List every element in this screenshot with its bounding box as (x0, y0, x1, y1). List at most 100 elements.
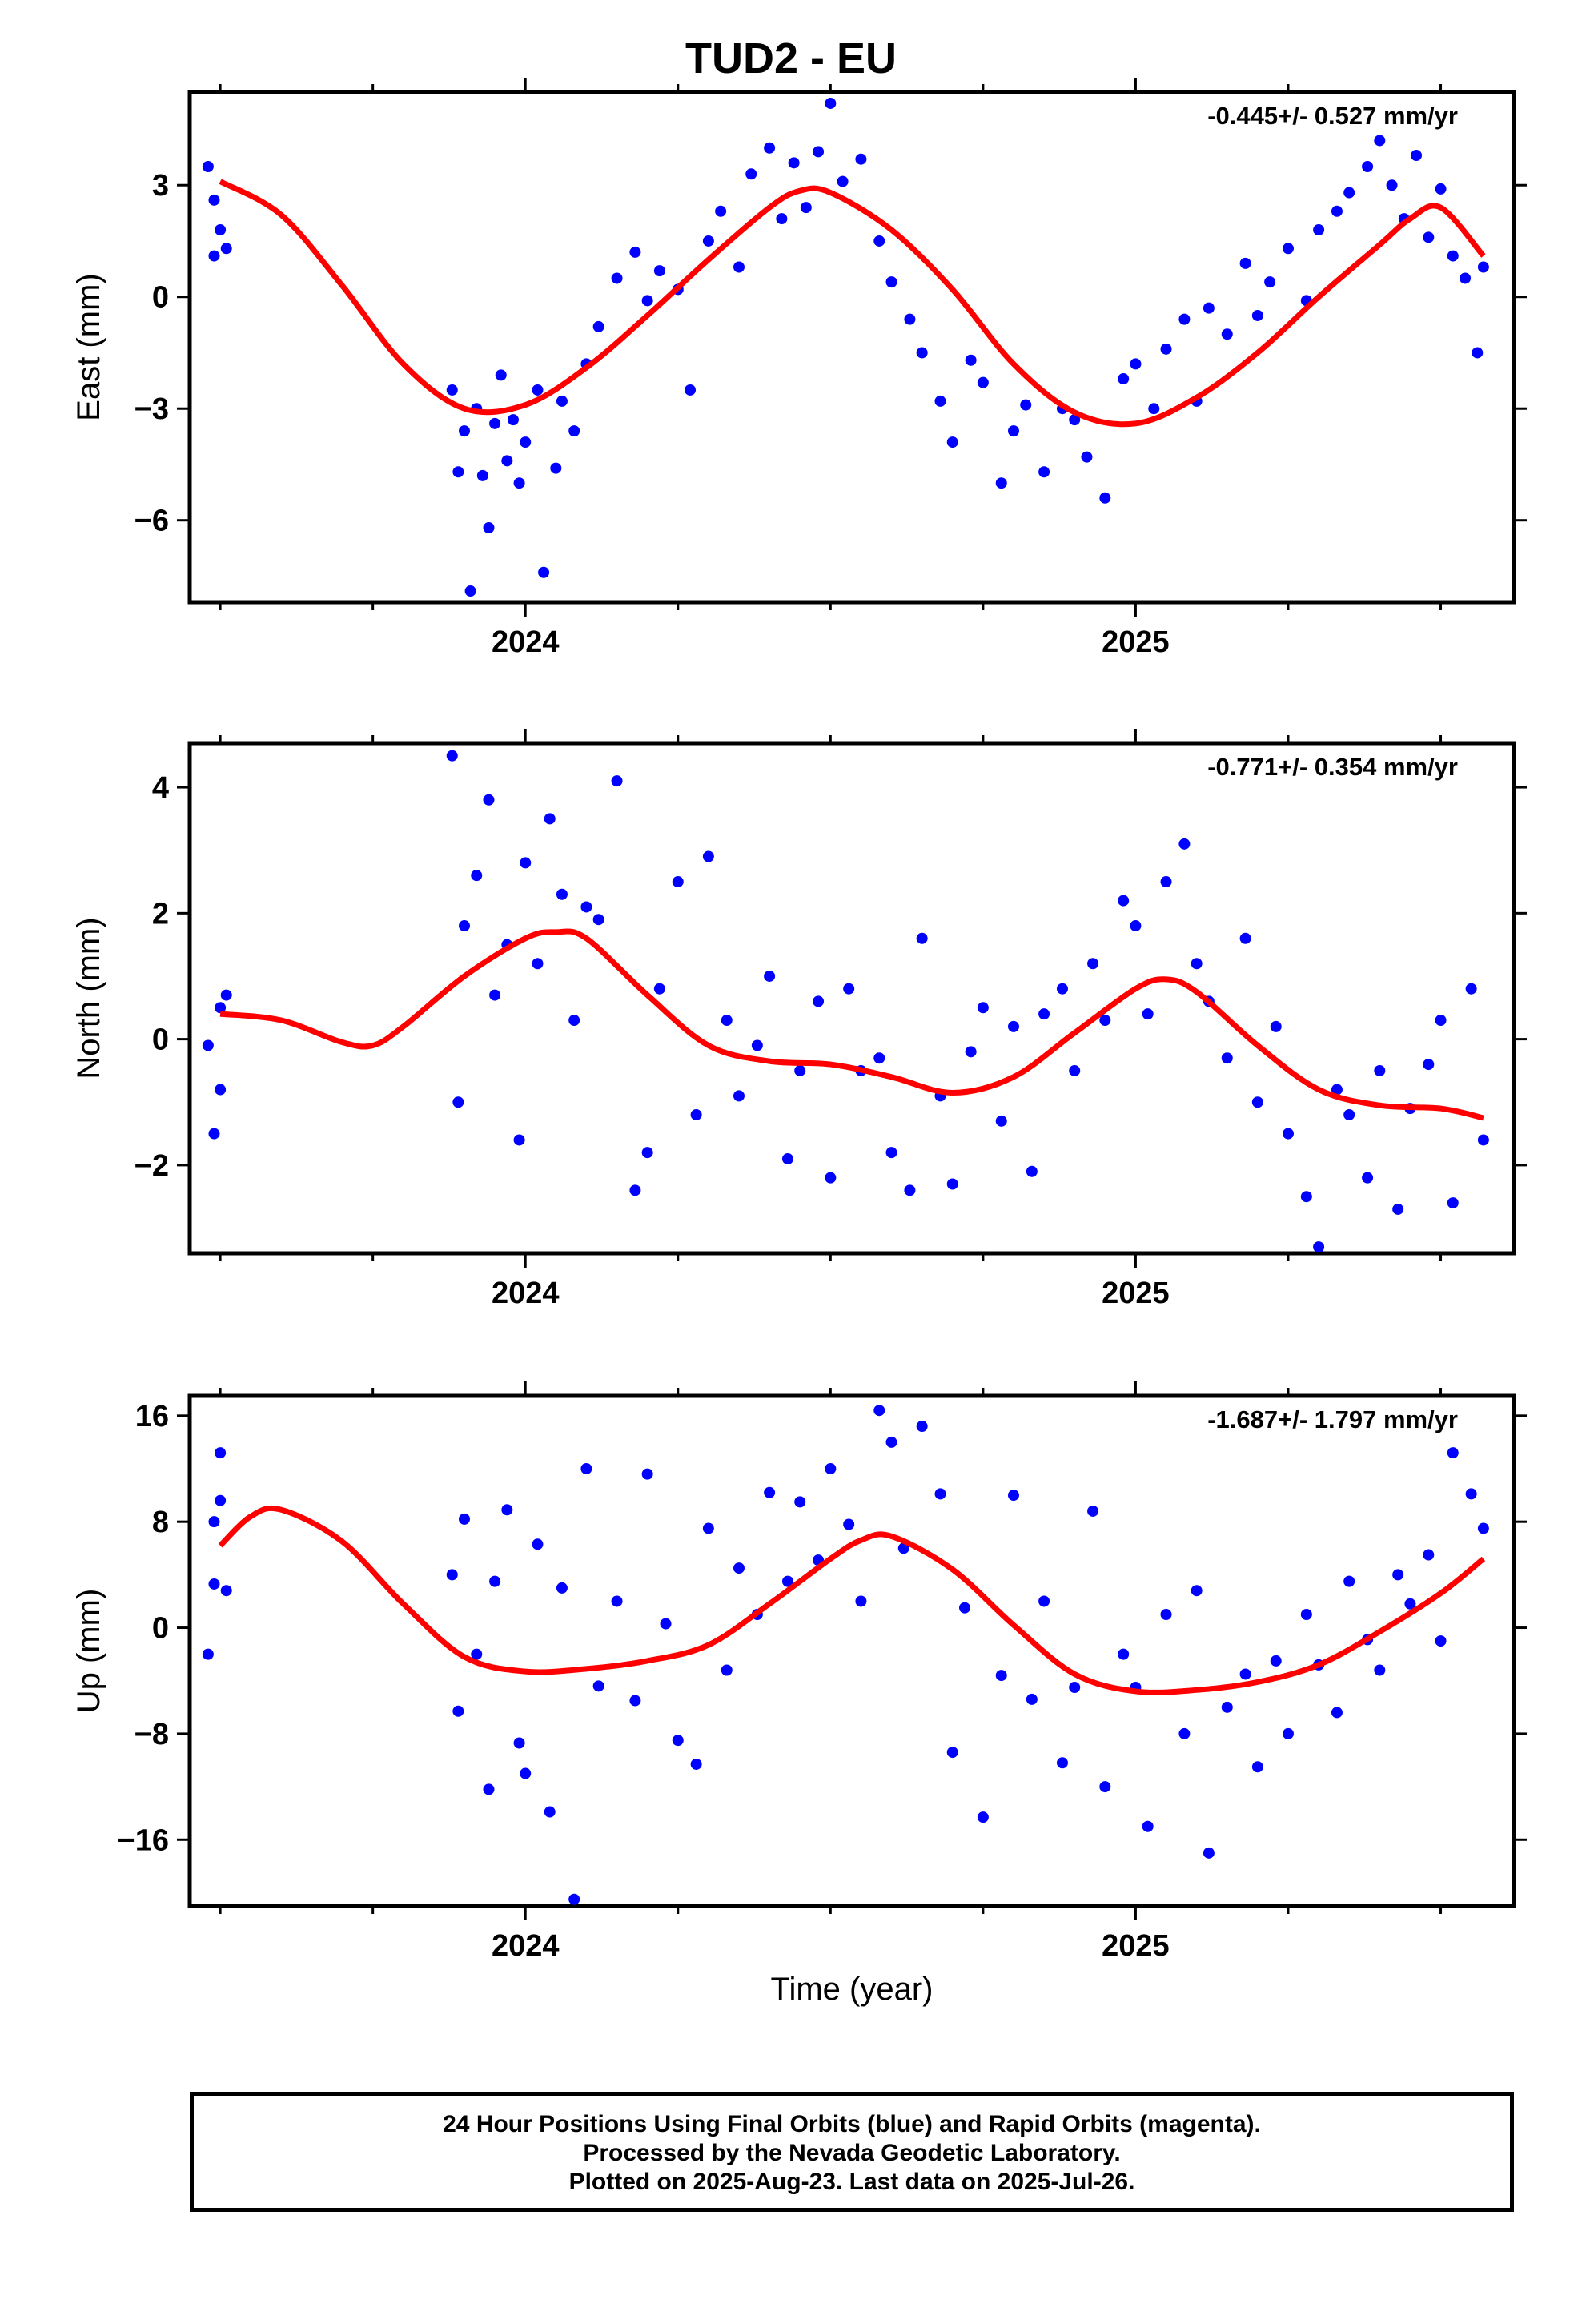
data-point (568, 1015, 580, 1027)
y-tick-label: 0 (152, 1023, 169, 1057)
data-point (629, 246, 641, 258)
panel-2: 4 2 0 −2 2024 2025 North (mm) -0.771+/- 0.354 m… (71, 729, 1527, 1310)
data-point (1435, 1015, 1447, 1027)
y-tick-label: −2 (135, 1149, 169, 1183)
data-point (568, 1893, 580, 1905)
data-point (208, 1128, 220, 1140)
data-point (611, 775, 623, 787)
data-point (653, 983, 665, 995)
data-point (764, 1486, 776, 1498)
data-point (489, 417, 501, 429)
data-point (685, 384, 697, 396)
data-point (1282, 243, 1294, 255)
data-point (532, 958, 544, 970)
data-point (1056, 983, 1068, 995)
data-point (1239, 932, 1251, 944)
data-point (489, 989, 501, 1001)
data-point (959, 1602, 971, 1614)
data-point (501, 455, 513, 467)
plot-frame (187, 741, 1516, 1256)
data-point (1148, 403, 1160, 415)
data-point (1374, 135, 1386, 147)
data-point (1069, 414, 1081, 426)
data-point (452, 1096, 464, 1108)
data-point (702, 1522, 714, 1534)
data-point (446, 384, 458, 396)
data-point (873, 1052, 885, 1064)
data-point (873, 1405, 885, 1417)
y-tick-label: −3 (135, 392, 169, 426)
data-point (1099, 492, 1111, 504)
data-point (1423, 1549, 1435, 1561)
data-point (660, 1618, 672, 1630)
data-point (897, 1542, 909, 1554)
data-point (1087, 1505, 1099, 1517)
data-point (653, 265, 665, 277)
data-point (1404, 1598, 1416, 1610)
data-point (544, 1806, 556, 1818)
data-point (1477, 1134, 1489, 1146)
y-tick-label: 0 (152, 281, 169, 315)
data-point (532, 1538, 544, 1550)
data-point (1142, 1008, 1154, 1020)
data-point (1160, 1609, 1172, 1620)
data-point (568, 425, 580, 437)
data-point (1099, 1015, 1111, 1027)
data-point (208, 194, 220, 206)
data-point (592, 320, 604, 332)
data-point (751, 1039, 763, 1051)
y-axis-label: North (mm) (71, 917, 106, 1079)
data-point (843, 983, 855, 995)
data-point (794, 1064, 806, 1076)
data-point (855, 153, 867, 165)
x-tick-label: 2025 (1102, 625, 1170, 659)
data-point (1313, 1241, 1325, 1253)
data-point (715, 205, 727, 217)
data-point (1435, 1635, 1447, 1647)
data-point (452, 466, 464, 478)
data-point (1178, 1727, 1191, 1739)
data-point (813, 995, 825, 1007)
data-point (1374, 1664, 1386, 1676)
data-point (1374, 1064, 1386, 1076)
data-point (733, 261, 745, 273)
y-tick-label: −16 (118, 1823, 169, 1857)
data-point (1007, 425, 1019, 437)
data-point (1477, 1522, 1489, 1534)
data-point (800, 202, 812, 214)
y-tick-label: −6 (135, 505, 169, 538)
y-axis-label: Up (mm) (71, 1589, 106, 1714)
y-tick-label: 2 (152, 897, 169, 931)
data-point (965, 1046, 977, 1058)
x-tick-label: 2024 (492, 625, 560, 659)
data-point (965, 354, 977, 366)
data-point (538, 566, 550, 578)
data-point (1392, 1569, 1404, 1581)
data-point (946, 436, 958, 448)
x-tick-label: 2025 (1102, 1929, 1170, 1963)
data-point (1118, 373, 1130, 385)
data-point (208, 1516, 220, 1528)
data-point (464, 585, 476, 597)
data-point (946, 1747, 958, 1759)
data-point (513, 477, 525, 489)
data-point (520, 436, 532, 448)
data-point (489, 1575, 501, 1587)
data-point (1020, 399, 1032, 411)
y-tick-label: 16 (135, 1400, 169, 1433)
data-point (995, 1670, 1007, 1682)
data-point (1386, 179, 1398, 191)
data-point (507, 414, 519, 426)
y-tick-label: 4 (152, 771, 169, 805)
data-point (1221, 1052, 1233, 1064)
rate-annotation: -0.445+/- 0.527 mm/yr (1207, 102, 1458, 130)
data-point (580, 901, 592, 913)
data-point (580, 1463, 592, 1474)
data-point (916, 347, 928, 359)
data-point (885, 1436, 897, 1448)
data-point (702, 850, 714, 862)
data-point (781, 1575, 793, 1587)
data-point (733, 1562, 745, 1574)
fit-curve (219, 179, 1486, 428)
